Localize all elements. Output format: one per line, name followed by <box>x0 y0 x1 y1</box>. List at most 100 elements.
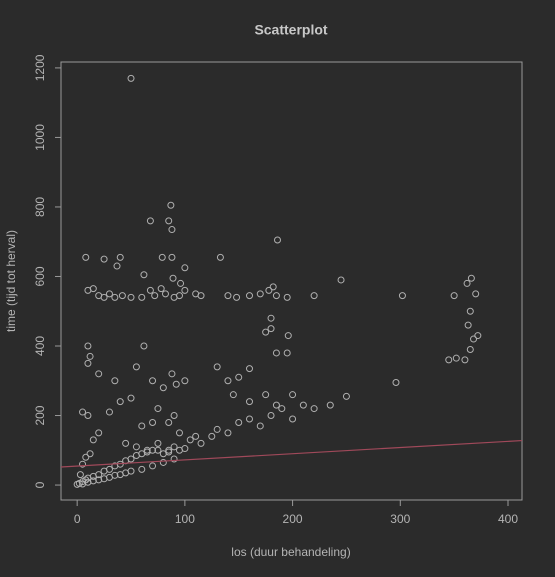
point <box>269 283 277 291</box>
point <box>168 370 176 378</box>
point <box>105 465 113 473</box>
point <box>167 201 175 209</box>
point <box>398 292 406 300</box>
point <box>213 425 221 433</box>
point <box>197 292 205 300</box>
point <box>233 293 241 301</box>
point <box>127 293 135 301</box>
point <box>86 450 94 458</box>
point <box>165 217 173 225</box>
point <box>73 480 81 488</box>
point <box>392 379 400 387</box>
point <box>168 226 176 234</box>
fit-line <box>60 439 523 468</box>
point <box>267 325 275 333</box>
point <box>208 432 216 440</box>
x-tick-label: 300 <box>390 512 410 526</box>
point <box>172 380 180 388</box>
point <box>181 445 189 453</box>
point <box>116 253 124 261</box>
point <box>289 415 297 423</box>
point <box>118 292 126 300</box>
point <box>474 332 482 340</box>
point <box>170 412 178 420</box>
point <box>272 349 280 357</box>
point <box>82 253 90 261</box>
point <box>95 471 103 479</box>
point <box>170 443 178 451</box>
point <box>105 290 113 298</box>
point <box>464 321 472 329</box>
point <box>159 458 167 466</box>
point <box>149 377 157 385</box>
point <box>100 255 108 263</box>
point <box>149 462 157 470</box>
point <box>472 290 480 298</box>
point <box>289 391 297 399</box>
x-tick-label: 400 <box>498 512 518 526</box>
point <box>224 377 232 385</box>
point <box>284 332 292 340</box>
point <box>186 436 194 444</box>
point <box>463 279 471 287</box>
point <box>267 314 275 322</box>
point <box>181 377 189 385</box>
chart-title: Scatterplot <box>254 22 327 38</box>
y-tick-label: 0 <box>33 481 47 488</box>
point <box>467 274 475 282</box>
point <box>140 342 148 350</box>
point <box>245 292 253 300</box>
y-tick-label: 600 <box>33 266 47 286</box>
point <box>116 398 124 406</box>
point <box>154 405 162 413</box>
point <box>138 465 146 473</box>
point <box>283 293 291 301</box>
point <box>245 398 253 406</box>
point <box>450 292 458 300</box>
point <box>89 436 97 444</box>
point <box>245 415 253 423</box>
point <box>170 455 178 463</box>
point <box>79 460 87 468</box>
x-tick-label: 200 <box>283 512 303 526</box>
point <box>466 307 474 315</box>
point <box>168 253 176 261</box>
point <box>229 391 237 399</box>
point <box>235 373 243 381</box>
point <box>127 74 135 82</box>
point <box>262 328 270 336</box>
y-tick-label: 1200 <box>33 54 47 81</box>
point <box>138 422 146 430</box>
point <box>127 467 135 475</box>
point <box>245 365 253 373</box>
point <box>149 418 157 426</box>
point <box>157 285 165 293</box>
point <box>127 455 135 463</box>
point <box>299 401 307 409</box>
point <box>278 405 286 413</box>
point <box>224 429 232 437</box>
point <box>76 471 84 479</box>
point <box>161 290 169 298</box>
point <box>82 453 90 461</box>
point <box>132 443 140 451</box>
point <box>165 418 173 426</box>
point <box>342 392 350 400</box>
point <box>461 356 469 364</box>
point <box>175 429 183 437</box>
point <box>326 401 334 409</box>
point <box>154 439 162 447</box>
point <box>181 286 189 294</box>
point <box>256 290 264 298</box>
point <box>105 408 113 416</box>
point <box>79 408 87 416</box>
point <box>158 253 166 261</box>
point <box>111 377 119 385</box>
point <box>216 253 224 261</box>
point <box>272 401 280 409</box>
point <box>151 292 159 300</box>
point <box>89 285 97 293</box>
point <box>466 345 474 353</box>
point <box>154 446 162 454</box>
